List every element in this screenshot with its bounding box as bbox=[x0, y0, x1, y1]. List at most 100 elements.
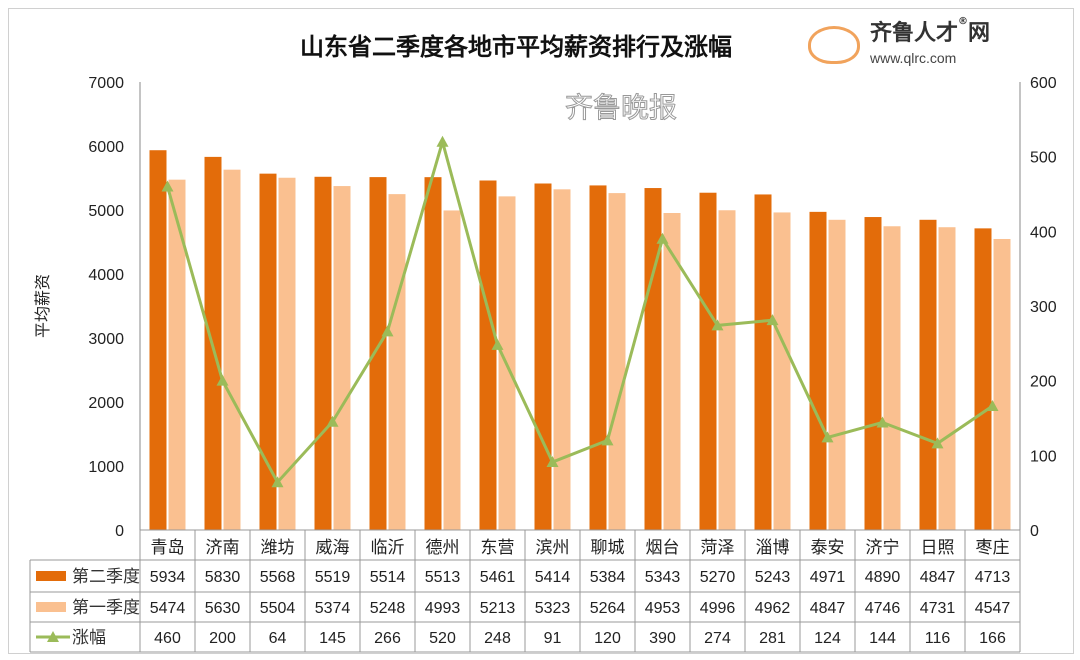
bar-q1 bbox=[553, 189, 571, 530]
table-cell: 5264 bbox=[590, 600, 626, 617]
bar-q2 bbox=[534, 183, 552, 530]
bar-q1 bbox=[333, 186, 351, 530]
y2-tick-label: 400 bbox=[1030, 224, 1057, 241]
growth-marker bbox=[491, 338, 504, 350]
logo-name: 齐鲁人才®网 bbox=[870, 17, 991, 46]
logo: 齐鲁人才®网 www.qlrc.com bbox=[808, 17, 1038, 70]
legend-swatch bbox=[36, 571, 66, 581]
table-cell: 120 bbox=[594, 630, 621, 647]
growth-marker bbox=[986, 400, 999, 412]
bar-q1 bbox=[828, 219, 846, 531]
bar-q1 bbox=[993, 238, 1011, 530]
table-cell: 5934 bbox=[150, 569, 186, 586]
growth-marker bbox=[381, 325, 394, 337]
table-cell: 460 bbox=[154, 630, 181, 647]
legend-swatch bbox=[36, 602, 66, 612]
y-tick-label: 3000 bbox=[88, 331, 124, 348]
bar-q2 bbox=[424, 177, 442, 530]
growth-marker bbox=[876, 416, 889, 428]
table-cell: 5519 bbox=[315, 569, 351, 586]
table-cell: 64 bbox=[269, 630, 287, 647]
table-cell: 4713 bbox=[975, 569, 1011, 586]
table-cell: 4890 bbox=[865, 569, 901, 586]
bar-q2 bbox=[754, 194, 772, 530]
bar-q1 bbox=[223, 169, 241, 530]
table-cell: 4847 bbox=[920, 569, 956, 586]
growth-marker bbox=[161, 180, 174, 192]
table-cell: 274 bbox=[704, 630, 731, 647]
table-cell: 266 bbox=[374, 630, 401, 647]
table-cell: 4953 bbox=[645, 600, 681, 617]
growth-marker bbox=[601, 434, 614, 446]
growth-marker bbox=[436, 135, 449, 147]
category-label: 威海 bbox=[316, 538, 350, 558]
bar-q2 bbox=[699, 192, 717, 530]
category-label: 菏泽 bbox=[701, 538, 735, 558]
table-cell: 116 bbox=[925, 630, 951, 647]
table-cell: 145 bbox=[319, 630, 346, 647]
bar-q2 bbox=[149, 150, 167, 530]
table-cell: 4993 bbox=[425, 600, 461, 617]
y2-tick-label: 0 bbox=[1030, 523, 1039, 540]
y-tick-label: 4000 bbox=[88, 267, 124, 284]
table-cell: 5514 bbox=[370, 569, 406, 586]
category-label: 淄博 bbox=[756, 538, 790, 558]
growth-marker bbox=[656, 232, 669, 244]
category-label: 泰安 bbox=[811, 538, 845, 558]
bar-q1 bbox=[168, 179, 186, 530]
category-label: 滨州 bbox=[536, 538, 570, 558]
table-cell: 5474 bbox=[150, 600, 186, 617]
y-tick-label: 1000 bbox=[88, 459, 124, 476]
table-cell: 5568 bbox=[260, 569, 296, 586]
bar-q1 bbox=[608, 193, 626, 530]
table-cell: 4547 bbox=[975, 600, 1011, 617]
y-tick-label: 2000 bbox=[88, 395, 124, 412]
logo-suffix: 网 bbox=[968, 21, 991, 46]
category-label: 潍坊 bbox=[261, 538, 295, 558]
table-cell: 5374 bbox=[315, 600, 351, 617]
table-cell: 5270 bbox=[700, 569, 736, 586]
table-cell: 200 bbox=[209, 630, 236, 647]
logo-url: www.qlrc.com bbox=[870, 50, 957, 66]
bar-q1 bbox=[443, 210, 461, 530]
table-cell: 281 bbox=[759, 630, 786, 647]
table-cell: 166 bbox=[979, 630, 1006, 647]
y2-tick-label: 500 bbox=[1030, 150, 1057, 167]
table-cell: 124 bbox=[814, 630, 841, 647]
y2-tick-label: 200 bbox=[1030, 374, 1057, 391]
growth-marker bbox=[766, 314, 779, 326]
table-cell: 91 bbox=[544, 630, 562, 647]
table-cell: 4746 bbox=[865, 600, 901, 617]
table-cell: 390 bbox=[649, 630, 676, 647]
category-label: 日照 bbox=[921, 538, 955, 558]
y2-tick-label: 600 bbox=[1030, 75, 1057, 92]
bar-q1 bbox=[388, 194, 406, 531]
bar-q2 bbox=[259, 173, 277, 530]
y2-tick-label: 100 bbox=[1030, 448, 1057, 465]
table-cell: 5213 bbox=[480, 600, 516, 617]
bar-q1 bbox=[938, 227, 956, 530]
bar-q2 bbox=[479, 180, 497, 530]
legend-label: 第二季度 bbox=[72, 567, 140, 587]
growth-marker bbox=[711, 319, 724, 331]
table-cell: 5504 bbox=[260, 600, 296, 617]
bar-q2 bbox=[864, 217, 882, 531]
registered-mark: ® bbox=[958, 16, 969, 27]
bar-q2 bbox=[974, 228, 992, 531]
category-label: 烟台 bbox=[646, 538, 680, 558]
category-label: 聊城 bbox=[591, 538, 625, 558]
bar-q1 bbox=[718, 210, 736, 531]
table-cell: 5513 bbox=[425, 569, 461, 586]
legend-label: 第一季度 bbox=[72, 598, 140, 618]
y-tick-label: 0 bbox=[115, 523, 124, 540]
growth-marker bbox=[216, 374, 229, 386]
table-cell: 4962 bbox=[755, 600, 791, 617]
table-cell: 4996 bbox=[700, 600, 736, 617]
y-tick-label: 5000 bbox=[88, 203, 124, 220]
growth-marker bbox=[326, 415, 339, 427]
category-label: 枣庄 bbox=[976, 538, 1010, 558]
y-tick-label: 7000 bbox=[88, 75, 124, 92]
chart-title: 山东省二季度各地市平均薪资排行及涨幅 bbox=[300, 33, 732, 61]
